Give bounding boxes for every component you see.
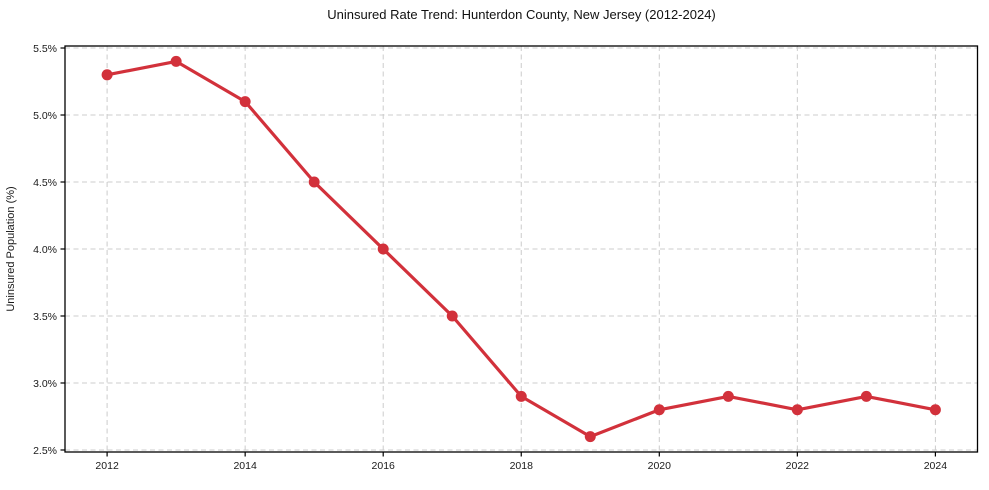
data-point-2024 — [929, 404, 941, 416]
data-point-2013 — [170, 55, 182, 67]
y-tick-label: 4.5% — [33, 177, 57, 189]
data-point-2023 — [860, 390, 872, 402]
data-point-2014 — [239, 96, 251, 108]
x-tick-label: 2016 — [372, 460, 396, 472]
y-axis-title: Uninsured Population (%) — [5, 186, 17, 311]
x-tick-label: 2012 — [95, 460, 119, 472]
x-tick-label: 2022 — [786, 460, 810, 472]
data-point-2018 — [515, 390, 527, 402]
data-point-2019 — [584, 431, 596, 443]
x-tick-label: 2018 — [510, 460, 534, 472]
y-tick-label: 5.0% — [33, 110, 57, 122]
data-point-2015 — [308, 176, 320, 188]
x-tick-label: 2020 — [648, 460, 672, 472]
y-tick-label: 3.0% — [33, 378, 57, 390]
data-point-2017 — [446, 310, 458, 322]
chart-title: Uninsured Rate Trend: Hunterdon County, … — [327, 7, 716, 22]
y-tick-label: 2.5% — [33, 445, 57, 457]
y-tick-label: 3.5% — [33, 311, 57, 323]
x-tick-label: 2014 — [233, 460, 257, 472]
x-tick-label: 2024 — [924, 460, 948, 472]
data-point-2022 — [791, 404, 803, 416]
data-point-2021 — [722, 390, 734, 402]
data-point-2012 — [101, 69, 113, 81]
data-point-2016 — [377, 243, 389, 255]
y-tick-label: 4.0% — [33, 244, 57, 256]
data-point-2020 — [653, 404, 665, 416]
y-tick-label: 5.5% — [33, 43, 57, 55]
